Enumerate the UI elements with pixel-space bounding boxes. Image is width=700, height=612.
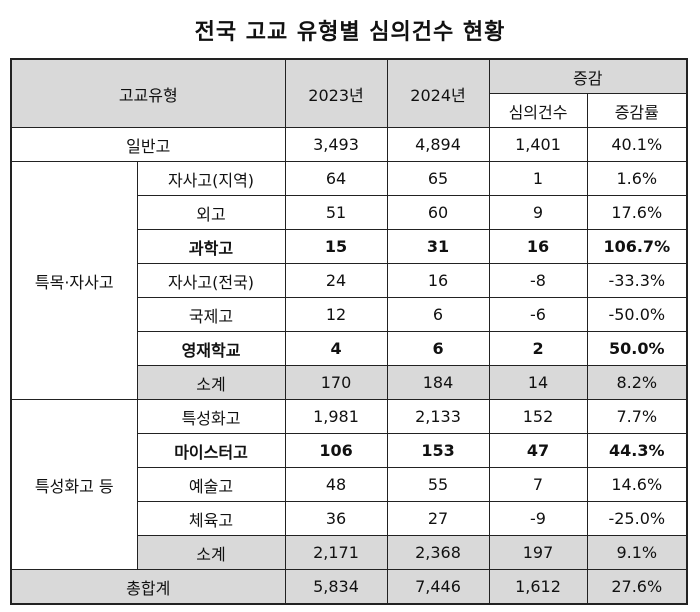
table-row: 특목·자사고 자사고(지역) 64 65 1 1.6%: [10, 161, 688, 400]
cell-2024: 2,133: [386, 399, 490, 434]
cell-2024: 31: [386, 229, 490, 264]
cell-rate: 8.2%: [586, 365, 688, 400]
cell-2024: 4,894: [386, 127, 490, 162]
cell-count: 1,612: [488, 569, 588, 605]
cell-2024: 184: [386, 365, 490, 400]
cell-rate: 7.7%: [586, 399, 688, 434]
row-label: 총합계: [10, 569, 286, 605]
row-label: 국제고: [136, 297, 286, 332]
group-label-special: 특목·자사고: [10, 161, 138, 400]
cell-rate: 27.6%: [586, 569, 688, 605]
row-label: 영재학교: [136, 331, 286, 366]
row-label: 자사고(전국): [136, 263, 286, 298]
cell-rate: -25.0%: [586, 501, 688, 536]
row-label: 소계: [136, 365, 286, 400]
header-type: 고교유형: [10, 58, 286, 128]
header-2023: 2023년: [284, 58, 388, 128]
cell-rate: 1.6%: [586, 161, 688, 196]
cell-2024: 55: [386, 467, 490, 502]
cell-2023: 48: [284, 467, 388, 502]
cell-rate: -33.3%: [586, 263, 688, 298]
cell-2023: 170: [284, 365, 388, 400]
table-row: 특성화고 등 특성화고 1,981 2,133 152 7.7%: [10, 399, 688, 570]
cell-2024: 27: [386, 501, 490, 536]
row-label: 마이스터고: [136, 433, 286, 468]
cell-rate: 50.0%: [586, 331, 688, 366]
cell-2023: 3,493: [284, 127, 388, 162]
row-label: 과학고: [136, 229, 286, 264]
group-label-characterized: 특성화고 등: [10, 399, 138, 570]
header-row: 고교유형 2023년 2024년 증감: [10, 58, 688, 128]
cell-rate: 17.6%: [586, 195, 688, 230]
cell-rate: -50.0%: [586, 297, 688, 332]
cell-count: 7: [488, 467, 588, 502]
cell-rate: 9.1%: [586, 535, 688, 570]
cell-2023: 1,981: [284, 399, 388, 434]
cell-2023: 5,834: [284, 569, 388, 605]
cell-count: 152: [488, 399, 588, 434]
cell-2024: 6: [386, 331, 490, 366]
cell-2023: 64: [284, 161, 388, 196]
cell-2023: 24: [284, 263, 388, 298]
row-label: 외고: [136, 195, 286, 230]
row-label: 소계: [136, 535, 286, 570]
cell-count: 1: [488, 161, 588, 196]
cell-count: 2: [488, 331, 588, 366]
header-rate: 증감률: [586, 93, 688, 128]
cell-count: 197: [488, 535, 588, 570]
row-label: 일반고: [10, 127, 286, 162]
table-row: 외고 51 60 9 17.6%: [11, 195, 688, 230]
cell-count: -9: [488, 501, 588, 536]
header-count: 심의건수: [488, 93, 588, 128]
cell-rate: 106.7%: [586, 229, 688, 264]
header-subrow: 심의건수 증감률: [11, 93, 688, 128]
cell-2023: 4: [284, 331, 388, 366]
page-title: 전국 고교 유형별 심의건수 현황: [194, 20, 506, 45]
header-2024: 2024년: [386, 58, 490, 128]
header-change: 증감: [488, 58, 688, 94]
cell-2024: 7,446: [386, 569, 490, 605]
cell-2023: 106: [284, 433, 388, 468]
row-label: 체육고: [136, 501, 286, 536]
cell-2023: 12: [284, 297, 388, 332]
cell-count: -8: [488, 263, 588, 298]
table-row: 예술고 48 55 7 14.6%: [11, 467, 688, 502]
review-count-table: 고교유형 2023년 2024년 증감 심의건수 증감률 일반고 3,493 4…: [10, 58, 689, 605]
cell-rate: 14.6%: [586, 467, 688, 502]
cell-2024: 6: [386, 297, 490, 332]
cell-count: -6: [488, 297, 588, 332]
cell-rate: 40.1%: [586, 127, 688, 162]
table-row-general: 일반고 3,493 4,894 1,401 40.1%: [10, 127, 688, 162]
table-row: 과학고 15 31 16 106.7%: [11, 229, 688, 264]
total-row: 총합계 5,834 7,446 1,612 27.6%: [10, 569, 688, 605]
row-label: 특성화고: [136, 399, 286, 434]
cell-rate: 44.3%: [586, 433, 688, 468]
cell-2023: 51: [284, 195, 388, 230]
subtotal-row-characterized: 소계 2,171 2,368 197 9.1%: [11, 535, 688, 570]
cell-2024: 60: [386, 195, 490, 230]
cell-2024: 65: [386, 161, 490, 196]
row-label: 예술고: [136, 467, 286, 502]
cell-2023: 15: [284, 229, 388, 264]
cell-2024: 153: [386, 433, 490, 468]
cell-2023: 2,171: [284, 535, 388, 570]
row-label: 자사고(지역): [136, 161, 286, 196]
cell-count: 16: [488, 229, 588, 264]
cell-count: 14: [488, 365, 588, 400]
cell-2024: 16: [386, 263, 490, 298]
cell-count: 47: [488, 433, 588, 468]
cell-2023: 36: [284, 501, 388, 536]
cell-count: 9: [488, 195, 588, 230]
cell-2024: 2,368: [386, 535, 490, 570]
cell-count: 1,401: [488, 127, 588, 162]
table-row: 마이스터고 106 153 47 44.3%: [11, 433, 688, 468]
